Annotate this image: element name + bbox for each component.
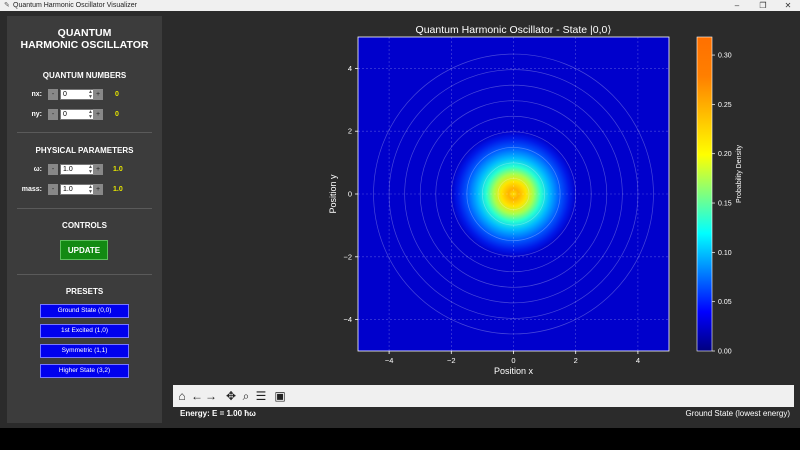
plot-canvas: Quantum Harmonic Oscillator - State |0,0… bbox=[166, 16, 800, 383]
state-description: Ground State (lowest energy) bbox=[685, 409, 791, 418]
ny-value: 0 bbox=[63, 111, 67, 118]
x-tick-label: 2 bbox=[574, 356, 578, 365]
mass-minus-button[interactable]: - bbox=[48, 184, 58, 195]
nx-label: nx: bbox=[31, 91, 43, 98]
divider bbox=[17, 274, 152, 275]
colorbar-gradient bbox=[696, 36, 713, 352]
update-button[interactable]: UPDATE bbox=[60, 240, 108, 260]
physical-parameters-title: PHYSICAL PARAMETERS bbox=[35, 146, 134, 155]
omega-plus-button[interactable]: + bbox=[93, 164, 103, 175]
nx-stepper[interactable]: 0 ▲ ▼ bbox=[60, 89, 96, 100]
y-tick-label: 2 bbox=[348, 127, 352, 136]
ny-minus-button[interactable]: - bbox=[48, 109, 58, 120]
preset-first-excited-button[interactable]: 1st Excited (1,0) bbox=[40, 324, 129, 338]
maximize-icon[interactable]: ❐ bbox=[759, 1, 767, 10]
quantum-numbers-title: QUANTUM NUMBERS bbox=[42, 71, 127, 80]
spin-arrows-icon[interactable]: ▲ ▼ bbox=[88, 89, 93, 100]
colorbar: 0.00 0.05 0.10 0.15 0.20 0.25 0.30 bbox=[696, 36, 732, 356]
mass-label: mass: bbox=[21, 186, 42, 193]
probability-peak bbox=[451, 131, 576, 257]
colorbar-tick-label: 0.05 bbox=[718, 299, 732, 306]
omega-stepper[interactable]: 1.0 ▲ ▼ bbox=[60, 164, 96, 175]
spin-arrows-icon[interactable]: ▲ ▼ bbox=[88, 184, 93, 195]
ny-stepper[interactable]: 0 ▲ ▼ bbox=[60, 109, 96, 120]
back-icon[interactable]: ← bbox=[191, 389, 203, 403]
app-title-line2: HARMONIC OSCILLATOR bbox=[20, 39, 149, 51]
nx-value: 0 bbox=[63, 91, 67, 98]
pan-icon[interactable]: ✥ bbox=[225, 389, 237, 403]
chart-title: Quantum Harmonic Oscillator - State |0,0… bbox=[416, 24, 612, 36]
nx-display: 0 bbox=[115, 91, 119, 98]
energy-readout: Energy: E = 1.00 ħω bbox=[180, 409, 256, 418]
y-tick-label: 0 bbox=[348, 190, 352, 199]
nx-minus-button[interactable]: - bbox=[48, 89, 58, 100]
app-title-line1: QUANTUM bbox=[57, 27, 112, 39]
configure-icon[interactable]: ☰ bbox=[255, 389, 267, 403]
save-icon[interactable]: ▣ bbox=[274, 389, 286, 403]
nx-plus-button[interactable]: + bbox=[93, 89, 103, 100]
y-tick-label: 4 bbox=[348, 64, 352, 73]
axes: −4 −2 0 2 4 −4 −2 0 2 4 bbox=[343, 36, 670, 365]
colorbar-tick-label: 0.00 bbox=[718, 349, 732, 356]
contour-ring bbox=[450, 131, 577, 257]
zoom-icon[interactable]: ⌕ bbox=[242, 389, 250, 403]
contour-ring bbox=[419, 100, 608, 288]
app-window: ✎ Quantum Harmonic Oscillator Visualizer… bbox=[0, 0, 800, 428]
colorbar-tick-label: 0.10 bbox=[718, 250, 732, 257]
contour-ring bbox=[404, 84, 623, 304]
mass-value: 1.0 bbox=[63, 186, 73, 193]
contour-ring bbox=[482, 162, 545, 226]
controls-title: CONTROLS bbox=[62, 221, 107, 230]
x-axis-label: Position x bbox=[494, 366, 534, 376]
colorbar-tick-label: 0.15 bbox=[718, 201, 732, 208]
contour-ring bbox=[466, 147, 561, 242]
preset-higher-state-button[interactable]: Higher State (3,2) bbox=[40, 364, 129, 378]
divider bbox=[17, 208, 152, 209]
contour-ring bbox=[373, 53, 654, 335]
status-bar: Energy: E = 1.00 ħω Ground State (lowest… bbox=[173, 407, 794, 421]
presets-title: PRESETS bbox=[65, 287, 104, 296]
omega-label: ω: bbox=[33, 166, 42, 173]
mass-display: 1.0 bbox=[113, 186, 123, 193]
colorbar-tick-label: 0.20 bbox=[718, 151, 732, 158]
minimize-icon[interactable]: – bbox=[734, 1, 740, 10]
colorbar-tick-label: 0.30 bbox=[718, 53, 732, 60]
control-sidebar: QUANTUM HARMONIC OSCILLATOR QUANTUM NUMB… bbox=[7, 16, 162, 423]
ny-display: 0 bbox=[115, 111, 119, 118]
contour-ring bbox=[435, 115, 592, 273]
forward-icon[interactable]: → bbox=[205, 389, 217, 403]
y-tick-label: −4 bbox=[343, 315, 352, 324]
y-axis-label: Position y bbox=[328, 174, 338, 214]
window-title: Quantum Harmonic Oscillator Visualizer bbox=[13, 2, 137, 9]
colorbar-label: Probability Density bbox=[736, 145, 743, 203]
preset-ground-state-button[interactable]: Ground State (0,0) bbox=[40, 304, 129, 318]
x-tick-label: 4 bbox=[636, 356, 640, 365]
heatmap-plot bbox=[358, 37, 669, 351]
close-icon[interactable]: ✕ bbox=[784, 1, 792, 10]
mass-plus-button[interactable]: + bbox=[93, 184, 103, 195]
omega-minus-button[interactable]: - bbox=[48, 164, 58, 175]
feather-icon: ✎ bbox=[4, 2, 10, 9]
home-icon[interactable]: ⌂ bbox=[178, 389, 186, 403]
contour-ring bbox=[388, 69, 639, 319]
spin-arrows-icon[interactable]: ▲ ▼ bbox=[88, 109, 93, 120]
divider bbox=[17, 132, 152, 133]
spin-arrows-icon[interactable]: ▲ ▼ bbox=[88, 164, 93, 175]
x-tick-label: −2 bbox=[447, 356, 456, 365]
colorbar-tick-label: 0.25 bbox=[718, 102, 732, 109]
x-tick-label: 0 bbox=[511, 356, 515, 365]
y-tick-label: −2 bbox=[343, 252, 352, 261]
x-tick-label: −4 bbox=[385, 356, 394, 365]
omega-display: 1.0 bbox=[113, 166, 123, 173]
omega-value: 1.0 bbox=[63, 166, 73, 173]
probability-density-chart: Quantum Harmonic Oscillator - State |0,0… bbox=[328, 24, 743, 376]
plot-toolbar: ⌂ ← → ✥ ⌕ ☰ ▣ bbox=[173, 385, 794, 407]
title-bar: ✎ Quantum Harmonic Oscillator Visualizer… bbox=[0, 0, 800, 11]
contour-ring bbox=[497, 178, 530, 210]
mass-stepper[interactable]: 1.0 ▲ ▼ bbox=[60, 184, 96, 195]
ny-label: ny: bbox=[31, 111, 43, 118]
ny-plus-button[interactable]: + bbox=[93, 109, 103, 120]
preset-symmetric-button[interactable]: Symmetric (1,1) bbox=[40, 344, 129, 358]
